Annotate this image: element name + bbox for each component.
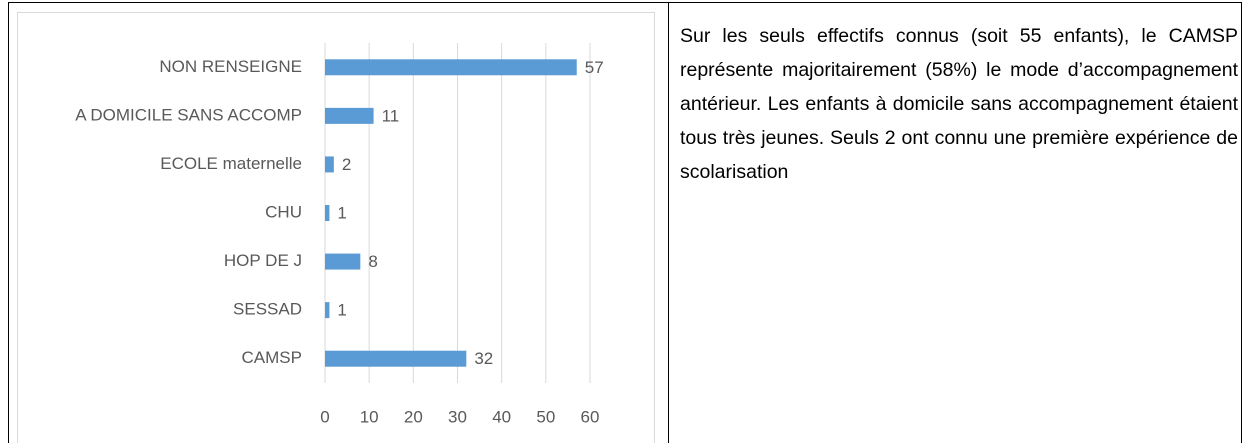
x-tick-label: 60 — [581, 407, 600, 426]
y-tick-label: SESSAD — [233, 300, 302, 319]
x-tick-label: 50 — [536, 407, 555, 426]
table-border — [8, 2, 1242, 443]
bar — [325, 107, 374, 124]
data-label: 57 — [585, 58, 604, 77]
y-tick-label: CAMSP — [242, 348, 302, 367]
data-label: 11 — [382, 106, 400, 125]
y-tick-label: A DOMICILE SANS ACCOMP — [75, 105, 302, 124]
data-label: 8 — [368, 252, 377, 271]
y-tick-label: CHU — [265, 202, 302, 221]
cell-divider — [668, 2, 669, 443]
bar — [325, 59, 577, 76]
bar — [325, 205, 330, 221]
x-tick-label: 30 — [448, 407, 467, 426]
chart-frame — [17, 12, 655, 443]
x-tick-label: 0 — [320, 407, 329, 426]
bar — [325, 350, 467, 367]
bar — [325, 253, 361, 270]
y-tick-label: HOP DE J — [224, 251, 302, 270]
data-label: 1 — [337, 203, 346, 222]
y-tick-label: ECOLE maternelle — [160, 154, 302, 173]
data-label: 1 — [337, 301, 346, 320]
cell-text: Sur les seuls effectifs connus (soit 55 … — [680, 25, 1238, 183]
x-tick-label: 40 — [492, 407, 511, 426]
data-label: 32 — [474, 349, 493, 368]
x-tick-label: 10 — [360, 407, 379, 426]
y-tick-label: NON RENSEIGNE — [159, 57, 302, 76]
chart: 0 10 20 30 40 50 60 NON RENSEIGNE 57 A DOMICILE S… — [75, 43, 604, 426]
bar — [325, 302, 330, 319]
data-label: 2 — [342, 155, 351, 174]
x-tick-label: 20 — [404, 407, 423, 426]
bar — [325, 156, 334, 173]
